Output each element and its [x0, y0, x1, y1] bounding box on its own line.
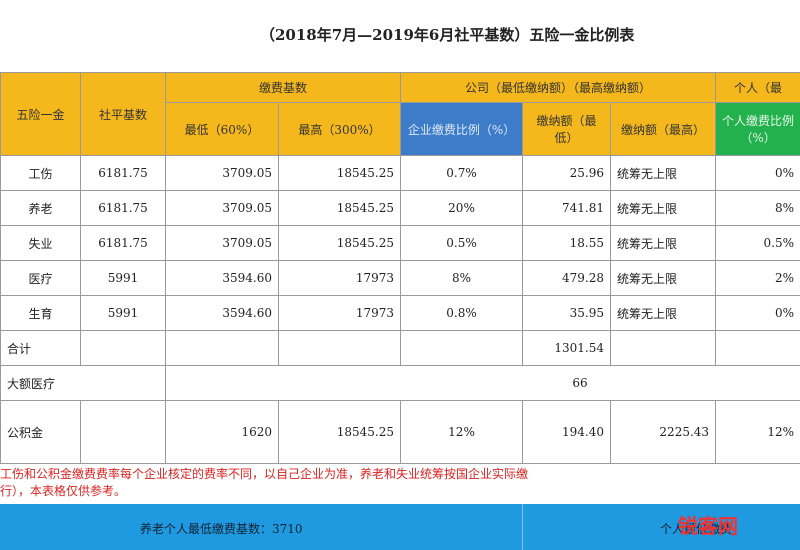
table-cell — [400, 330, 524, 366]
header-cell: 缴费基数 — [164, 72, 402, 103]
header-cell: 个人（最 — [715, 72, 800, 103]
table-cell: 3709.05 — [165, 225, 279, 261]
table-row: 生育 5991 3594.60 17973 0.8% 35.95 统筹无上限 0% — [0, 295, 800, 331]
table-row: 公积金 1620 18545.25 12% 194.40 2225.43 12% — [0, 400, 800, 464]
table-cell: 统筹无上限 — [610, 190, 717, 226]
table-cell: 统筹无上限 — [610, 155, 717, 191]
table-cell: 1620 — [165, 400, 279, 464]
title: （2018年7月—2019年6月社平基数）五险一金比例表 — [260, 26, 635, 44]
table-cell: 公积金 — [0, 400, 81, 464]
table-row: 失业 6181.75 3709.05 18545.25 0.5% 18.55 统筹无上限 0.… — [0, 225, 800, 261]
table-cell: 741.81 — [522, 190, 612, 226]
header-cell: 最低（60%） — [165, 102, 279, 156]
table-cell: 合计 — [0, 330, 81, 366]
header-cell: 个人缴费比例（%） — [715, 102, 800, 156]
table-cell — [277, 330, 402, 366]
table-cell: 生育 — [0, 295, 81, 331]
header-cell: 缴纳额（最低） — [522, 102, 612, 156]
table-row: 养老 6181.75 3709.05 18545.25 20% 741.81 统筹无上限 8% — [0, 190, 800, 226]
header-cell: 社平基数 — [80, 72, 166, 156]
table-cell: 0.5% — [400, 225, 524, 261]
table-cell: 17973 — [277, 260, 402, 296]
header-cell: 最高（300%） — [277, 102, 402, 156]
table-cell: 0% — [715, 295, 800, 331]
table-cell: 18545.25 — [277, 190, 402, 226]
footer-text: 养老个人最低缴费基数：3710 — [140, 522, 303, 536]
table-cell: 35.95 — [522, 295, 612, 331]
table-row: 合计 1301.54 — [0, 330, 800, 366]
table-cell: 6181.75 — [80, 225, 166, 261]
table-cell: 0.7% — [400, 155, 524, 191]
table-cell: 1301.54 — [522, 330, 612, 366]
footer-bar: 养老个人最低缴费基数：3710 个人最低缴费 — [0, 504, 800, 550]
note: 工伤和公积金缴费费率每个企业核定的费率不同，以自己企业为准，养老和失业统筹按国企… — [0, 466, 800, 500]
watermark: 锐客网 — [678, 514, 738, 538]
table-cell — [165, 330, 279, 366]
table-cell: 医疗 — [0, 260, 81, 296]
header-cell: 企业缴费比例（%） — [400, 102, 524, 156]
table-cell: 3594.60 — [165, 295, 279, 331]
table-cell: 统筹无上限 — [610, 225, 717, 261]
table-row: 大额医疗 66 — [0, 365, 800, 401]
table-cell — [715, 330, 800, 366]
table-cell: 18545.25 — [277, 400, 402, 464]
footer-text: 个人最低缴费 — [660, 522, 733, 536]
table-cell: 3709.05 — [165, 190, 279, 226]
note-line: 行），本表格仅供参考。 — [0, 484, 127, 498]
note-line: 工伤和公积金缴费费率每个企业核定的费率不同，以自己企业为准，养老和失业统筹按国企… — [0, 467, 529, 481]
table-cell: 479.28 — [522, 260, 612, 296]
table-cell: 0% — [715, 155, 800, 191]
table-cell: 194.40 — [522, 400, 612, 464]
table-cell: 大额医疗 — [0, 365, 166, 401]
table-cell — [80, 330, 166, 366]
table-cell: 0.5% — [715, 225, 800, 261]
table-cell: 5991 — [80, 295, 166, 331]
table-cell: 18545.25 — [277, 155, 402, 191]
header-cell: 公司（最低缴纳额）（最高缴纳额） — [400, 72, 717, 103]
divider — [522, 504, 523, 550]
table-cell — [80, 400, 166, 464]
table-cell: 6181.75 — [80, 190, 166, 226]
table-row: 工伤 6181.75 3709.05 18545.25 0.7% 25.96 统筹无上限 0% — [0, 155, 800, 191]
table-cell: 12% — [715, 400, 800, 464]
table-row: 医疗 5991 3594.60 17973 8% 479.28 统筹无上限 2% — [0, 260, 800, 296]
table-cell — [610, 330, 717, 366]
table-cell: 统筹无上限 — [610, 295, 717, 331]
header-cell: 缴纳额（最高） — [610, 102, 717, 156]
table-cell: 工伤 — [0, 155, 81, 191]
table-cell: 统筹无上限 — [610, 260, 717, 296]
table-cell: 3594.60 — [165, 260, 279, 296]
table-cell: 8% — [715, 190, 800, 226]
table-cell: 20% — [400, 190, 524, 226]
table-cell: 5991 — [80, 260, 166, 296]
table-cell: 2225.43 — [610, 400, 717, 464]
table-cell: 66 — [164, 365, 800, 401]
table-cell: 17973 — [277, 295, 402, 331]
table-cell: 18545.25 — [277, 225, 402, 261]
header-cell: 五险一金 — [0, 72, 81, 156]
table-cell: 2% — [715, 260, 800, 296]
table-cell: 18.55 — [522, 225, 612, 261]
table: 五险一金 社平基数 缴费基数 公司（最低缴纳额）（最高缴纳额） 个人（最 最低（… — [0, 72, 800, 464]
table-cell: 失业 — [0, 225, 81, 261]
table-cell: 3709.05 — [165, 155, 279, 191]
table-cell: 0.8% — [400, 295, 524, 331]
table-cell: 6181.75 — [80, 155, 166, 191]
table-cell: 8% — [400, 260, 524, 296]
table-cell: 25.96 — [522, 155, 612, 191]
table-cell: 12% — [400, 400, 524, 464]
table-cell: 养老 — [0, 190, 81, 226]
